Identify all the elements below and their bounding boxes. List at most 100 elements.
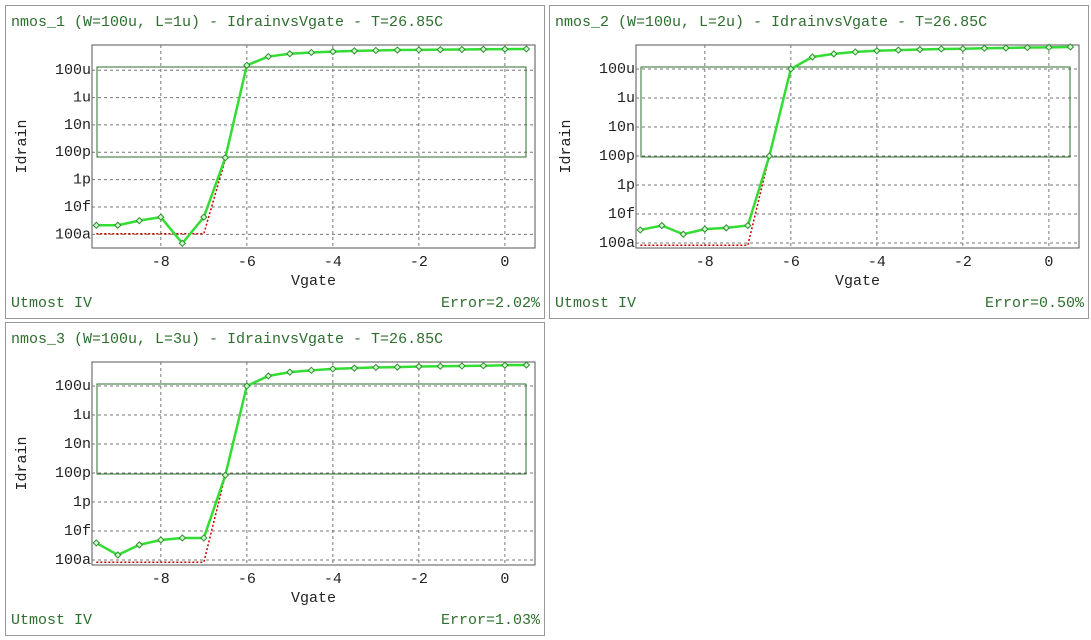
marker bbox=[415, 362, 423, 371]
marker bbox=[1023, 43, 1032, 52]
chart-title: nmos_2 (W=100u, L=2u) - IdrainvsVgate - … bbox=[555, 14, 987, 31]
region-box bbox=[96, 383, 527, 475]
chart-panel: nmos_3 (W=100u, L=3u) - IdrainvsVgate - … bbox=[5, 322, 545, 636]
marker bbox=[264, 52, 273, 61]
region-box bbox=[96, 66, 527, 158]
marker bbox=[1066, 43, 1075, 51]
marker bbox=[372, 363, 380, 372]
marker bbox=[894, 46, 903, 54]
x-tick-label: -2 bbox=[954, 254, 972, 271]
chart-title: nmos_3 (W=100u, L=3u) - IdrainvsVgate - … bbox=[11, 331, 443, 348]
y-tick-label: 1p bbox=[73, 494, 91, 511]
marker bbox=[1002, 44, 1010, 52]
x-tick-label: -6 bbox=[782, 254, 800, 271]
marker bbox=[114, 551, 122, 559]
marker bbox=[135, 541, 144, 549]
marker bbox=[501, 361, 509, 369]
marker bbox=[92, 539, 101, 547]
marker bbox=[243, 61, 251, 69]
marker bbox=[350, 47, 359, 55]
y-tick-label: 100p bbox=[599, 148, 635, 165]
marker bbox=[701, 225, 709, 233]
y-tick-label: 1u bbox=[73, 407, 91, 424]
y-tick-label: 1u bbox=[73, 90, 91, 107]
x-tick-label: -8 bbox=[696, 254, 714, 271]
x-axis-label: Vgate bbox=[291, 273, 336, 290]
x-axis-label: Vgate bbox=[291, 590, 336, 607]
chart-panel: nmos_2 (W=100u, L=2u) - IdrainvsVgate - … bbox=[549, 5, 1089, 319]
plot-area bbox=[635, 44, 1080, 249]
marker bbox=[372, 46, 380, 55]
footer-right: Error=0.50% bbox=[985, 295, 1085, 312]
footer-left: Utmost IV bbox=[11, 612, 92, 629]
marker bbox=[458, 362, 466, 370]
marker bbox=[350, 364, 359, 372]
marker bbox=[157, 213, 165, 221]
plot-area bbox=[91, 44, 536, 249]
marker bbox=[178, 239, 187, 248]
marker bbox=[329, 47, 337, 56]
x-tick-label: -4 bbox=[324, 254, 342, 271]
marker bbox=[959, 44, 967, 53]
marker bbox=[393, 46, 402, 54]
x-tick-label: 0 bbox=[500, 571, 509, 588]
marker bbox=[722, 224, 731, 232]
marker bbox=[264, 372, 273, 380]
y-tick-label: 100u bbox=[55, 62, 91, 79]
marker bbox=[178, 534, 187, 542]
y-tick-label: 100a bbox=[55, 226, 91, 243]
marker bbox=[479, 45, 488, 53]
marker bbox=[436, 45, 445, 54]
marker bbox=[286, 50, 294, 58]
y-tick-label: 10f bbox=[608, 206, 635, 223]
marker bbox=[479, 361, 488, 370]
y-axis-label: Idrain bbox=[14, 119, 31, 173]
x-tick-label: -6 bbox=[238, 571, 256, 588]
marker bbox=[679, 230, 688, 238]
y-axis-label: Idrain bbox=[14, 436, 31, 490]
marker bbox=[243, 382, 251, 390]
marker bbox=[329, 365, 337, 373]
marker bbox=[307, 366, 316, 375]
marker bbox=[980, 44, 989, 52]
marker bbox=[501, 45, 509, 53]
y-tick-label: 100a bbox=[55, 552, 91, 569]
marker bbox=[658, 221, 666, 230]
marker bbox=[522, 45, 531, 53]
y-tick-label: 10n bbox=[64, 436, 91, 453]
marker bbox=[221, 471, 230, 479]
x-tick-label: -8 bbox=[152, 254, 170, 271]
marker bbox=[92, 221, 101, 229]
x-tick-label: 0 bbox=[1044, 254, 1053, 271]
footer-left: Utmost IV bbox=[555, 295, 636, 312]
y-tick-label: 100p bbox=[55, 144, 91, 161]
panel bbox=[549, 5, 1089, 319]
marker bbox=[765, 152, 774, 160]
marker bbox=[830, 50, 838, 58]
y-tick-label: 10n bbox=[64, 117, 91, 134]
marker bbox=[873, 47, 881, 55]
region-box bbox=[640, 66, 1071, 158]
y-tick-label: 10f bbox=[64, 523, 91, 540]
y-tick-label: 100u bbox=[55, 378, 91, 395]
marker bbox=[221, 154, 230, 162]
y-tick-label: 10n bbox=[608, 119, 635, 136]
marker bbox=[458, 45, 466, 54]
y-tick-label: 100a bbox=[599, 235, 635, 252]
marker bbox=[157, 536, 165, 544]
plot-area bbox=[91, 361, 536, 566]
marker bbox=[787, 65, 795, 73]
y-tick-label: 10f bbox=[64, 199, 91, 216]
x-tick-label: -4 bbox=[868, 254, 886, 271]
x-tick-label: -2 bbox=[410, 571, 428, 588]
marker bbox=[808, 53, 817, 61]
footer-left: Utmost IV bbox=[11, 295, 92, 312]
marker bbox=[307, 48, 316, 57]
marker bbox=[135, 216, 144, 225]
y-tick-label: 100p bbox=[55, 465, 91, 482]
marker bbox=[522, 361, 531, 369]
marker bbox=[200, 534, 208, 542]
marker bbox=[286, 368, 294, 376]
marker bbox=[114, 221, 122, 229]
